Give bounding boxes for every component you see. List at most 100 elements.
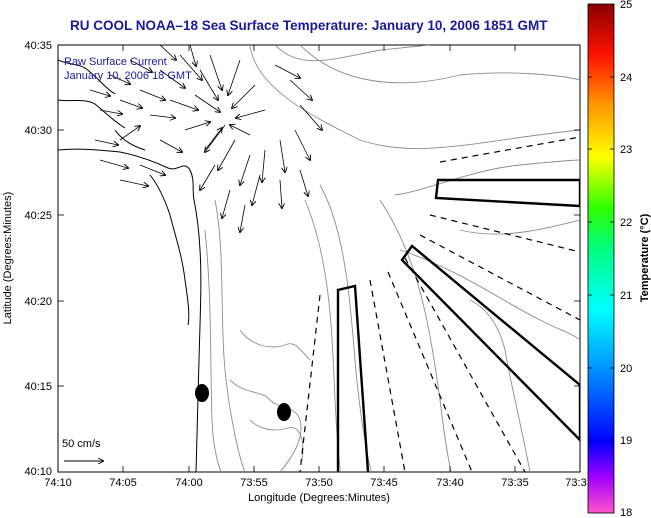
colorbar-tick-label: 21 xyxy=(620,290,632,302)
current-vector xyxy=(119,99,142,108)
current-vector xyxy=(94,139,118,145)
coastline-segment xyxy=(58,148,202,472)
overlay-line-1: Raw Surface Current xyxy=(64,56,167,68)
colorbar xyxy=(587,3,615,514)
current-vector xyxy=(299,169,308,196)
y-tick-label: 40:15 xyxy=(24,381,52,393)
map-layers xyxy=(58,45,580,472)
sector-line xyxy=(299,294,321,472)
y-tick-label: 40:30 xyxy=(24,125,52,137)
map-title: RU COOL NOAA–18 Sea Surface Temperature:… xyxy=(70,18,548,33)
bathymetry-contour xyxy=(299,45,580,84)
coastline-segment xyxy=(149,174,190,326)
sector-line xyxy=(439,136,580,163)
current-vector xyxy=(199,69,218,100)
bathymetry-contour xyxy=(249,45,580,150)
current-vector xyxy=(209,54,222,90)
radar-footprints xyxy=(336,178,580,472)
footprint-east xyxy=(434,178,580,208)
plot-area xyxy=(57,44,581,473)
y-tick-label: 40:25 xyxy=(24,210,52,222)
current-vector xyxy=(280,179,282,208)
bathymetry-contour xyxy=(459,219,580,235)
x-tick-label: 73:3 xyxy=(565,477,586,489)
current-vector xyxy=(189,45,196,66)
bathymetry-contour xyxy=(399,249,580,341)
x-tick-label: 73:35 xyxy=(501,477,529,489)
current-vector xyxy=(159,45,176,60)
bathymetry-contour xyxy=(274,45,431,62)
x-axis-label: Longitude (Degrees:Minutes) xyxy=(248,492,390,504)
current-vector xyxy=(159,139,182,152)
x-tick-label: 73:45 xyxy=(370,477,398,489)
current-vector xyxy=(240,204,246,232)
bathymetry-contour xyxy=(204,229,223,472)
current-vector xyxy=(119,179,148,186)
current-vector xyxy=(159,69,185,88)
y-axis-label: Latitude (Degrees:Minutes) xyxy=(2,192,14,325)
sector-line xyxy=(429,214,580,253)
bathymetry-contour xyxy=(239,329,311,361)
coastline xyxy=(58,59,202,472)
y-tick-labels: 40:35 40:30 40:25 40:20 40:15 40:10 xyxy=(24,40,52,478)
bathymetry-contour xyxy=(379,199,453,472)
current-vector xyxy=(194,94,220,112)
bathymetry-contour xyxy=(214,199,246,472)
bathymetry-contour xyxy=(249,419,304,461)
colorbar-tick-label: 24 xyxy=(620,72,632,84)
current-vector xyxy=(89,89,110,96)
current-vectors xyxy=(89,45,322,232)
bathymetry-contour xyxy=(469,299,531,472)
overlay-line-2: January 10, 2006 18 GMT xyxy=(64,70,192,82)
current-vector xyxy=(149,115,175,118)
current-vector xyxy=(119,126,140,141)
bathymetry-contour xyxy=(394,159,580,196)
current-vector xyxy=(294,129,310,160)
coastline-segment xyxy=(114,129,146,151)
coastline-segment xyxy=(58,59,116,95)
current-vector xyxy=(279,139,285,172)
current-vector xyxy=(236,109,266,118)
x-tick-label: 74:00 xyxy=(175,477,203,489)
y-tick-label: 40:35 xyxy=(24,40,52,52)
site-marker xyxy=(277,403,291,421)
footprint-southeast xyxy=(400,244,580,442)
current-vector xyxy=(240,154,251,185)
colorbar-tick-label: 23 xyxy=(620,144,632,156)
x-tick-labels: 74:10 74:05 74:00 73:55 73:50 73:45 73:4… xyxy=(44,477,586,489)
site-marker xyxy=(195,384,209,402)
current-vector xyxy=(129,59,152,72)
current-vector xyxy=(222,189,231,218)
x-axis-ticks xyxy=(122,45,516,472)
current-vector xyxy=(109,74,130,84)
colorbar-tick-label: 19 xyxy=(620,435,632,447)
current-vector xyxy=(169,99,198,110)
radar-sector-lines xyxy=(299,136,580,472)
current-vector xyxy=(179,54,202,80)
y-tick-label: 40:10 xyxy=(24,466,52,478)
colorbar-ticks xyxy=(588,76,614,441)
current-vector xyxy=(184,122,210,131)
y-axis-ticks xyxy=(58,44,580,387)
current-vector xyxy=(139,164,165,175)
sector-line xyxy=(419,234,580,321)
colorbar-tick-label: 22 xyxy=(620,217,632,229)
footprint-south xyxy=(336,284,370,472)
current-vector xyxy=(252,174,261,205)
current-vector xyxy=(99,159,128,168)
current-vector xyxy=(139,89,165,100)
x-tick-label: 74:05 xyxy=(109,477,137,489)
current-vector xyxy=(232,84,256,108)
current-vector xyxy=(218,139,236,170)
current-vector xyxy=(205,124,226,152)
coastline-segment xyxy=(58,99,126,129)
current-vector xyxy=(289,79,312,100)
current-vector xyxy=(262,149,265,182)
current-vector xyxy=(274,64,300,78)
colorbar-tick-labels: 25 24 23 22 21 20 19 18 xyxy=(620,0,632,518)
x-tick-label: 73:55 xyxy=(240,477,268,489)
y-tick-label: 40:20 xyxy=(24,296,52,308)
sector-line xyxy=(404,257,526,472)
current-vector xyxy=(299,104,322,130)
